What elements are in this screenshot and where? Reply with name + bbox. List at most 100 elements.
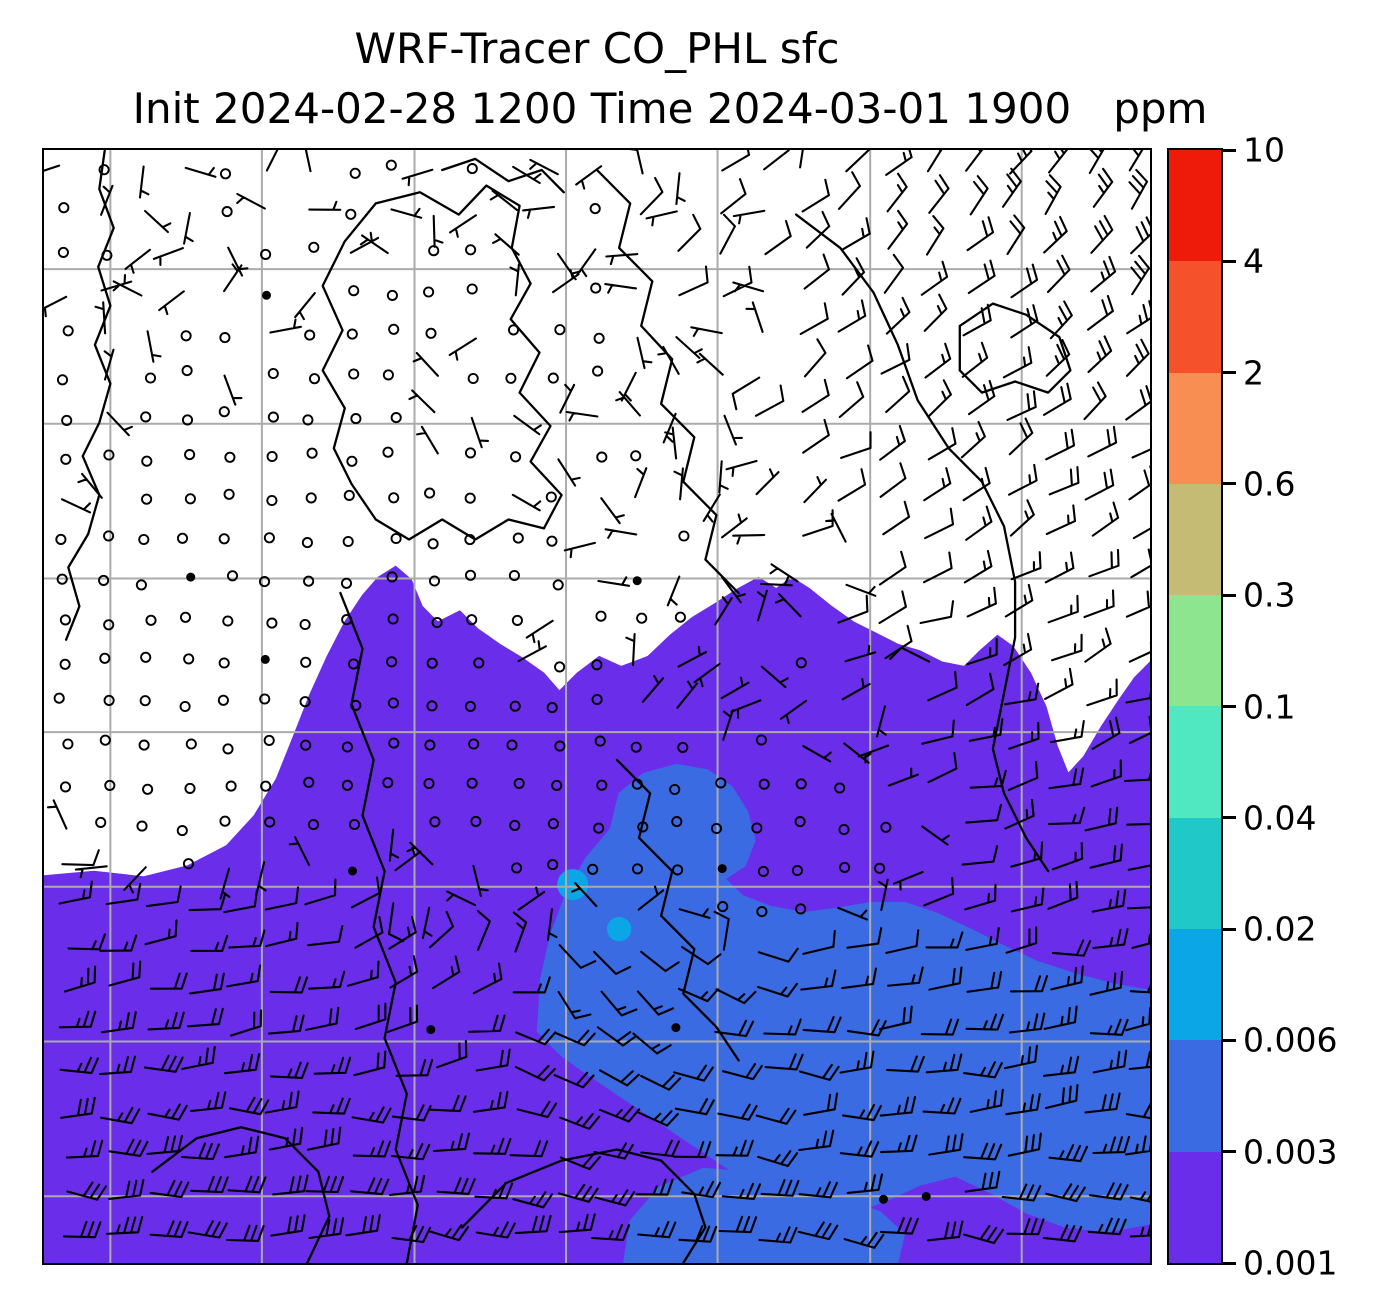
colorbar-tick-label: 4: [1243, 241, 1264, 281]
colorbar-segment: [1169, 817, 1221, 930]
coastline: [958, 302, 1072, 394]
colorbar-tick: [1223, 1150, 1236, 1154]
calm-wind-circle: [103, 530, 115, 542]
calm-wind-circle: [592, 365, 604, 377]
calm-wind-circle: [61, 414, 73, 426]
calm-wind-circle: [141, 455, 153, 467]
calm-wind-circle: [303, 575, 315, 587]
calm-wind-circle: [138, 533, 150, 546]
calm-wind-circle: [218, 657, 230, 669]
calm-wind-circle: [385, 159, 397, 171]
calm-wind-circle: [423, 286, 435, 298]
colorbar: [1167, 148, 1223, 1265]
calm-wind-circle: [426, 700, 438, 712]
calm-wind-circle: [795, 657, 807, 669]
calm-wind-circle: [547, 818, 559, 830]
calm-wind-circle: [140, 651, 152, 663]
coastline: [441, 157, 565, 194]
calm-wind-circle: [266, 494, 278, 507]
colorbar-units-label: ppm: [1113, 84, 1208, 133]
calm-wind-circle: [552, 579, 564, 591]
calm-wind-circle: [554, 661, 566, 673]
calm-wind-circle: [545, 491, 557, 503]
calm-wind-circle: [341, 741, 353, 753]
calm-wind-circle: [467, 372, 479, 385]
calm-wind-circle: [425, 327, 437, 339]
calm-wind-circle: [466, 283, 478, 295]
calm-wind-circle: [345, 208, 357, 220]
calm-wind-circle: [59, 614, 71, 626]
calm-wind-circle: [346, 455, 358, 467]
colorbar-tick-label: 10: [1243, 130, 1285, 170]
calm-wind-circle: [757, 865, 769, 877]
calm-wind-circle: [509, 700, 521, 712]
calm-wind-circle: [56, 573, 68, 585]
calm-wind-circle: [95, 816, 107, 828]
calm-wind-circle: [59, 658, 71, 670]
tracer-fill-region: [557, 869, 589, 901]
calm-wind-circle: [591, 659, 603, 671]
calm-wind-circle: [386, 571, 398, 583]
calm-wind-circle: [135, 579, 147, 591]
station-dot: [632, 576, 642, 586]
calm-wind-circle: [547, 859, 559, 871]
chart-subtitle: Init 2024-02-28 1200 Time 2024-03-01 190…: [0, 84, 1340, 133]
colorbar-segment: [1169, 1151, 1221, 1263]
calm-wind-circle: [259, 693, 271, 705]
calm-wind-circle: [751, 822, 763, 834]
calm-wind-circle: [348, 368, 360, 380]
calm-wind-circle: [217, 694, 229, 706]
subtitle-times: Init 2024-02-28 1200 Time 2024-03-01 190…: [132, 84, 1072, 133]
station-dot: [348, 866, 357, 876]
calm-wind-circle: [466, 777, 478, 789]
colorbar-tick-label: 0.6: [1243, 464, 1296, 504]
colorbar-segment: [1169, 595, 1221, 707]
calm-wind-circle: [219, 815, 231, 827]
calm-wind-circle: [427, 538, 439, 550]
calm-wind-circle: [343, 489, 355, 501]
calm-wind-circle: [473, 657, 485, 669]
calm-wind-circle: [674, 611, 686, 623]
coastline: [460, 1148, 707, 1263]
calm-wind-circle: [386, 289, 398, 301]
colorbar-segment: [1169, 706, 1221, 818]
calm-wind-circle: [184, 782, 196, 794]
calm-wind-circle: [304, 329, 316, 341]
colorbar-segment: [1169, 372, 1221, 484]
colorbar-tick-labels: 10 4 2 0.6 0.3 0.1 0.04 0.02 0.006 0.003 0.001: [1223, 131, 1398, 1283]
coastline: [794, 213, 1050, 873]
colorbar-tick: [1223, 482, 1236, 486]
calm-wind-circle: [301, 537, 313, 549]
calm-wind-circle: [596, 451, 608, 463]
calm-wind-circle: [423, 777, 435, 790]
calm-wind-circle: [595, 610, 607, 622]
calm-wind-circle: [715, 777, 727, 789]
calm-wind-circle: [466, 163, 478, 175]
colorbar-tick: [1223, 816, 1236, 820]
calm-wind-circle: [300, 739, 312, 751]
calm-wind-circle: [678, 530, 690, 542]
coastline: [64, 150, 115, 641]
calm-wind-circle: [346, 328, 358, 340]
calm-wind-circle: [266, 450, 278, 463]
colorbar-tick-label: 0.003: [1243, 1132, 1338, 1172]
colorbar-tick: [1223, 593, 1236, 597]
coastline: [595, 168, 740, 595]
calm-wind-circle: [218, 406, 230, 418]
calm-wind-circle: [426, 657, 438, 669]
calm-wind-circle: [551, 779, 563, 791]
calm-wind-circle: [546, 702, 558, 714]
calm-wind-circle: [468, 738, 480, 750]
calm-wind-circle: [382, 369, 394, 381]
coastline: [151, 1126, 331, 1263]
calm-wind-circle: [590, 282, 602, 294]
calm-wind-circle: [387, 613, 399, 625]
calm-wind-circle: [429, 816, 441, 828]
calm-wind-circle: [386, 656, 398, 668]
calm-wind-circle: [219, 332, 231, 344]
calm-wind-circle: [839, 861, 851, 873]
colorbar-tick: [1223, 927, 1236, 931]
calm-wind-circle: [104, 779, 116, 791]
station-dot: [260, 654, 270, 664]
calm-wind-circle: [554, 740, 566, 752]
